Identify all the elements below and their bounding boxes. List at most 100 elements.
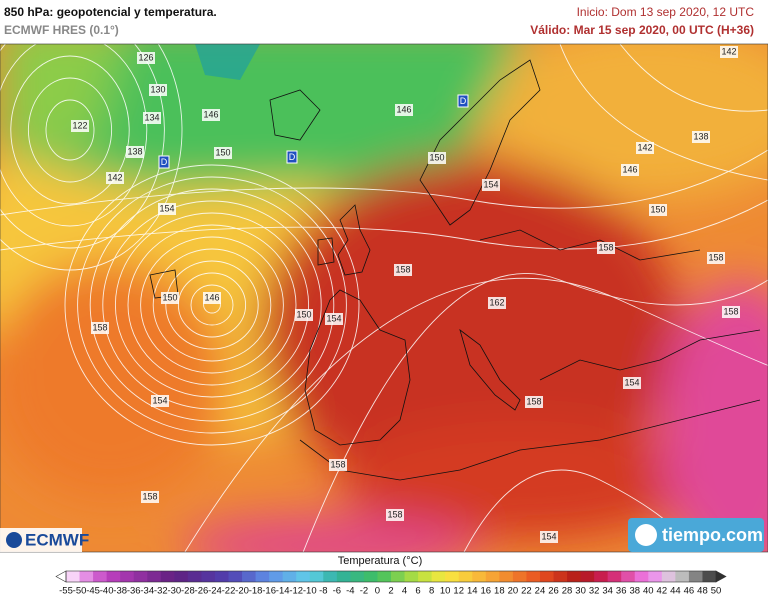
colorbar-segment	[187, 571, 202, 582]
init-time: Inicio: Dom 13 sep 2020, 12 UTC	[577, 5, 755, 19]
colorbar-tick-label: -20	[235, 586, 249, 597]
contour-label-bg	[71, 120, 89, 132]
contour	[559, 44, 768, 181]
colorbar-frame	[65, 570, 717, 583]
colorbar-tick-label: 16	[481, 586, 492, 597]
colorbar-segment	[445, 571, 460, 582]
contour-label-bg	[621, 164, 639, 176]
low-marker: D	[460, 96, 467, 106]
colorbar-tick-label: -16	[262, 586, 276, 597]
title: 850 hPa: geopotencial y temperatura.	[4, 5, 217, 19]
contour-label-bg	[137, 52, 155, 64]
colorbar-segment	[594, 571, 609, 582]
colorbar-tick-label: 44	[670, 586, 681, 597]
colorbar-segment	[363, 571, 378, 582]
valid-time: Válido: Mar 15 sep 2020, 00 UTC (H+36)	[530, 23, 754, 37]
colorbar-segment	[580, 571, 595, 582]
colorbar-tick-label: -6	[333, 586, 341, 597]
contour-label-bg	[720, 46, 738, 58]
contour-label-bg	[126, 146, 144, 158]
colorbar-segment	[648, 571, 663, 582]
colorbar-segment	[160, 571, 175, 582]
contour-label: 150	[162, 292, 177, 302]
colorbar-segment	[147, 571, 162, 582]
contour-label-bg	[329, 459, 347, 471]
contour	[302, 272, 768, 552]
tiempo-logo-box	[628, 518, 764, 552]
contour-label-bg	[707, 252, 725, 264]
colorbar-tick-label: 10	[440, 586, 451, 597]
colorbar-tick-label: 0	[375, 586, 380, 597]
colorbar-tick-label: -40	[100, 586, 114, 597]
colorbar-segment	[702, 571, 717, 582]
colorbar-segment	[675, 571, 690, 582]
colorbar-tick-label: -34	[140, 586, 154, 597]
contour	[0, 44, 165, 249]
contour	[0, 199, 768, 251]
contour-label-bg	[623, 377, 641, 389]
model: ECMWF HRES (0.1°)	[4, 23, 119, 37]
colorbar-tick-label: 12	[453, 586, 464, 597]
colorbar-segment	[404, 571, 419, 582]
colorbar-segment	[242, 571, 257, 582]
colorbar-tick-label: -32	[154, 586, 168, 597]
colorbar-tick-label: -26	[195, 586, 209, 597]
colorbar-segment	[661, 571, 676, 582]
colorbar-segment	[472, 571, 487, 582]
contour-label-bg	[428, 152, 446, 164]
colorbar-segment	[309, 571, 324, 582]
colorbar-tick-label: 14	[467, 586, 478, 597]
colorbar-tick-label: -28	[181, 586, 195, 597]
contour	[45, 99, 95, 161]
colorbar-segment	[539, 571, 554, 582]
contour-label: 146	[204, 292, 219, 302]
colorbar-arrow-high	[715, 570, 727, 583]
colorbar-segment	[688, 571, 703, 582]
contour-label: 162	[489, 297, 504, 307]
colorbar-tick-label: 6	[415, 586, 420, 597]
colorbar-tick-label: -2	[360, 586, 368, 597]
colorbar-tick-label: -50	[73, 586, 87, 597]
contour-label: 146	[396, 104, 411, 114]
low-marker: D	[289, 152, 296, 162]
colorbar-tick-label: 28	[562, 586, 573, 597]
contour-label: 142	[721, 46, 736, 56]
contour-label: 158	[395, 264, 410, 274]
contour	[102, 200, 322, 410]
colorbar-segment	[282, 571, 297, 582]
contour-label: 122	[72, 120, 87, 130]
contour-label-bg	[161, 292, 179, 304]
contour-label-bg	[395, 104, 413, 116]
colorbar-tick-label: -22	[222, 586, 236, 597]
colorbar-label: Temperatura (°C)	[338, 555, 422, 567]
contour	[27, 77, 113, 183]
colorbar-segment	[431, 571, 446, 582]
colorbar-tick-label: -45	[86, 586, 100, 597]
colorbar-segment	[553, 571, 568, 582]
contour	[184, 277, 768, 552]
contour-label: 154	[152, 395, 167, 405]
tiempo-logo-icon	[635, 524, 657, 546]
colorbar-segment	[66, 571, 81, 582]
contour-label-bg	[482, 179, 500, 191]
colorbar-segment	[323, 571, 338, 582]
colorbar-segment	[512, 571, 527, 582]
colorbar-segment	[120, 571, 135, 582]
colorbar-tick-label: 40	[643, 586, 654, 597]
contour-label: 158	[387, 509, 402, 519]
contour	[114, 212, 310, 398]
colorbar-tick-label: 42	[657, 586, 668, 597]
contour-label: 158	[330, 459, 345, 469]
contour-label: 138	[127, 146, 142, 156]
contour-label: 150	[296, 309, 311, 319]
contour-label-bg	[488, 297, 506, 309]
colorbar-segment	[458, 571, 473, 582]
low-marker-box	[457, 94, 469, 108]
low-marker-box	[286, 150, 298, 164]
colorbar-tick-label: -14	[276, 586, 290, 597]
colorbar-segment	[499, 571, 514, 582]
low-marker: D	[161, 157, 168, 167]
colorbar-segment	[567, 571, 582, 582]
colorbar-tick-label: -18	[249, 586, 263, 597]
contour-label: 154	[541, 531, 556, 541]
